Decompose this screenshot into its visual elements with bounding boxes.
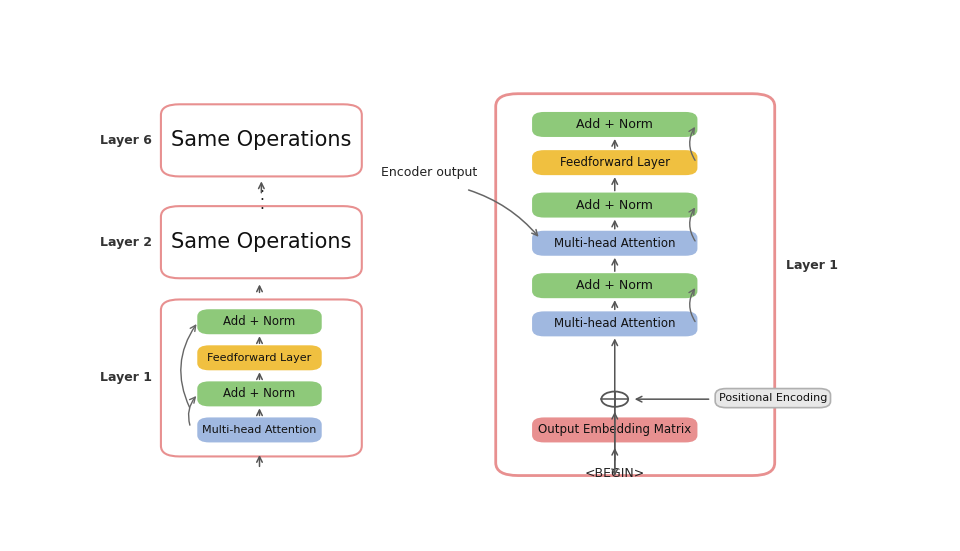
FancyBboxPatch shape: [533, 151, 697, 174]
Text: Add + Norm: Add + Norm: [576, 118, 653, 131]
Text: .: .: [259, 188, 264, 203]
FancyBboxPatch shape: [495, 94, 775, 476]
Text: Layer 6: Layer 6: [100, 134, 152, 147]
Text: Multi-head Attention: Multi-head Attention: [203, 425, 317, 435]
FancyBboxPatch shape: [533, 231, 697, 255]
FancyBboxPatch shape: [161, 206, 362, 278]
Text: Add + Norm: Add + Norm: [576, 198, 653, 212]
FancyBboxPatch shape: [198, 346, 321, 370]
Text: Add + Norm: Add + Norm: [224, 315, 296, 328]
Text: Add + Norm: Add + Norm: [224, 387, 296, 401]
FancyBboxPatch shape: [198, 310, 321, 333]
Text: Positional Encoding: Positional Encoding: [719, 393, 828, 403]
Text: .: .: [259, 197, 264, 212]
Text: Feedforward Layer: Feedforward Layer: [207, 353, 312, 363]
FancyBboxPatch shape: [198, 418, 321, 441]
Text: Multi-head Attention: Multi-head Attention: [554, 317, 676, 331]
FancyBboxPatch shape: [533, 193, 697, 217]
Text: Multi-head Attention: Multi-head Attention: [554, 237, 676, 250]
FancyBboxPatch shape: [533, 113, 697, 136]
Text: Output Embedding Matrix: Output Embedding Matrix: [539, 423, 691, 436]
FancyBboxPatch shape: [715, 388, 830, 408]
FancyBboxPatch shape: [161, 104, 362, 176]
FancyBboxPatch shape: [533, 312, 697, 336]
Text: Layer 1: Layer 1: [786, 259, 838, 272]
Text: Encoder output: Encoder output: [380, 166, 477, 179]
FancyBboxPatch shape: [533, 418, 697, 441]
FancyBboxPatch shape: [533, 274, 697, 298]
FancyBboxPatch shape: [161, 300, 362, 456]
Text: Layer 2: Layer 2: [100, 236, 152, 249]
Text: Feedforward Layer: Feedforward Layer: [560, 156, 670, 169]
Text: Layer 1: Layer 1: [100, 371, 152, 385]
Text: Same Operations: Same Operations: [171, 232, 351, 252]
Text: <BEGIN>: <BEGIN>: [585, 467, 645, 480]
Text: Add + Norm: Add + Norm: [576, 279, 653, 292]
FancyBboxPatch shape: [198, 382, 321, 406]
Text: Same Operations: Same Operations: [171, 131, 351, 150]
Text: .: .: [259, 180, 264, 195]
